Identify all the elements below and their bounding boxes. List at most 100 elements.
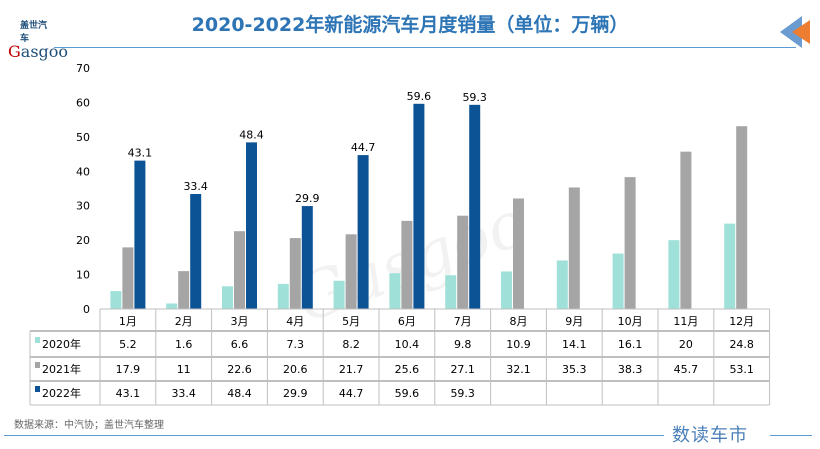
data-label: 29.9 (295, 192, 320, 205)
footer-divider-right (770, 435, 812, 436)
bar-2021年-10月 (624, 177, 636, 309)
month-label: 9月 (565, 315, 583, 328)
bar-2021年-1月 (122, 247, 134, 309)
bar-2021年-6月 (401, 220, 413, 309)
table-cell: 6.6 (231, 338, 249, 351)
bar-2020年-5月 (333, 280, 345, 309)
bar-2022年-6月 (413, 103, 425, 309)
table-cell: 10.9 (506, 338, 531, 351)
bar-2021年-3月 (234, 231, 245, 309)
bar-2021年-2月 (178, 271, 190, 309)
data-label-bg (125, 145, 154, 159)
table-cell: 20.6 (283, 363, 308, 376)
table-cell: 10.4 (395, 338, 420, 351)
table-cell: 44.7 (339, 387, 364, 400)
data-label-bg (293, 191, 322, 205)
table-cell: 22.6 (227, 363, 252, 376)
table-cell: 59.3 (450, 387, 475, 400)
month-label: 6月 (398, 315, 416, 328)
header-divider (54, 47, 796, 48)
legend-swatch-2021年 (35, 362, 40, 368)
bar-2021年-7月 (457, 215, 469, 309)
month-label: 1月 (119, 315, 137, 328)
bar-2022年-7月 (469, 104, 481, 310)
data-label: 59.3 (462, 91, 487, 104)
table-cell: 14.1 (562, 338, 587, 351)
bar-2021年-8月 (513, 198, 524, 309)
month-label: 2月 (175, 315, 193, 328)
y-tick-label: 60 (76, 96, 90, 109)
table-cell: 5.2 (119, 338, 137, 351)
bar-2020年-3月 (222, 286, 233, 309)
table-cell: 8.2 (342, 338, 360, 351)
table-cell: 33.4 (171, 387, 196, 400)
table-cell: 25.6 (395, 363, 420, 376)
data-label: 44.7 (351, 141, 376, 154)
table-cell: 24.8 (729, 338, 754, 351)
data-label: 48.4 (239, 128, 264, 141)
y-tick-label: 50 (76, 131, 90, 144)
table-cell: 17.9 (116, 363, 141, 376)
data-label-bg (404, 88, 433, 102)
month-label: 7月 (454, 315, 472, 328)
data-label: 43.1 (128, 147, 153, 160)
legend-swatch-2022年 (35, 386, 40, 392)
table-cell: 53.1 (729, 363, 754, 376)
y-tick-label: 40 (76, 165, 90, 178)
month-label: 12月 (729, 315, 754, 328)
y-tick-label: 10 (76, 269, 90, 282)
bar-2020年-6月 (389, 273, 401, 309)
data-label: 33.4 (183, 180, 208, 193)
table-cell: 9.8 (454, 338, 472, 351)
legend-label: 2021年 (42, 362, 81, 376)
chart-title: 2020-2022年新能源汽车月度销量（单位：万辆） (191, 14, 629, 36)
table-cell: 1.6 (175, 338, 193, 351)
data-label-bg (460, 89, 489, 103)
bar-2021年-4月 (289, 238, 301, 309)
month-label: 5月 (342, 315, 360, 328)
table-cell: 32.1 (506, 363, 531, 376)
bar-2020年-10月 (612, 253, 624, 309)
bar-2020年-2月 (166, 303, 178, 309)
bar-2021年-9月 (568, 187, 580, 309)
data-label: 59.6 (407, 90, 432, 103)
bar-2020年-9月 (556, 260, 568, 309)
data-label-bg (237, 127, 266, 141)
legend-swatch-2020年 (35, 337, 40, 343)
bar-2022年-2月 (190, 194, 202, 309)
bar-2022年-1月 (134, 160, 146, 309)
table-cell: 43.1 (116, 387, 141, 400)
bar-2022年-3月 (246, 142, 257, 309)
y-tick-label: 70 (76, 62, 90, 75)
month-label: 4月 (286, 315, 304, 328)
table-cell: 27.1 (450, 363, 475, 376)
month-label: 10月 (618, 315, 643, 328)
bar-2021年-12月 (736, 126, 748, 309)
table-cell: 21.7 (339, 363, 364, 376)
data-source: 数据来源：中汽协；盖世汽车整理 (14, 420, 164, 431)
month-label: 3月 (231, 315, 249, 328)
y-tick-label: 30 (76, 200, 90, 213)
table-cell: 11 (177, 363, 191, 376)
bar-2020年-12月 (724, 223, 736, 309)
y-tick-label: 0 (83, 303, 90, 316)
brand-logo: 数读车市 (672, 425, 748, 446)
month-label: 11月 (673, 315, 698, 328)
bar-2020年-1月 (110, 291, 122, 309)
legend-label: 2020年 (42, 337, 81, 351)
table-cell: 48.4 (227, 387, 252, 400)
bar-2020年-8月 (501, 271, 512, 309)
bar-2021年-5月 (345, 234, 357, 309)
legend-label: 2022年 (42, 386, 81, 400)
table-cell: 20 (679, 338, 693, 351)
table-cell: 16.1 (618, 338, 643, 351)
month-label: 8月 (510, 315, 528, 328)
bar-2021年-11月 (680, 151, 692, 309)
table-cell: 35.3 (562, 363, 587, 376)
bar-2022年-4月 (301, 206, 313, 309)
footer-divider (4, 435, 664, 436)
table-cell: 38.3 (618, 363, 643, 376)
table-cell: 59.6 (395, 387, 420, 400)
arrow-accent-icon (792, 20, 810, 44)
